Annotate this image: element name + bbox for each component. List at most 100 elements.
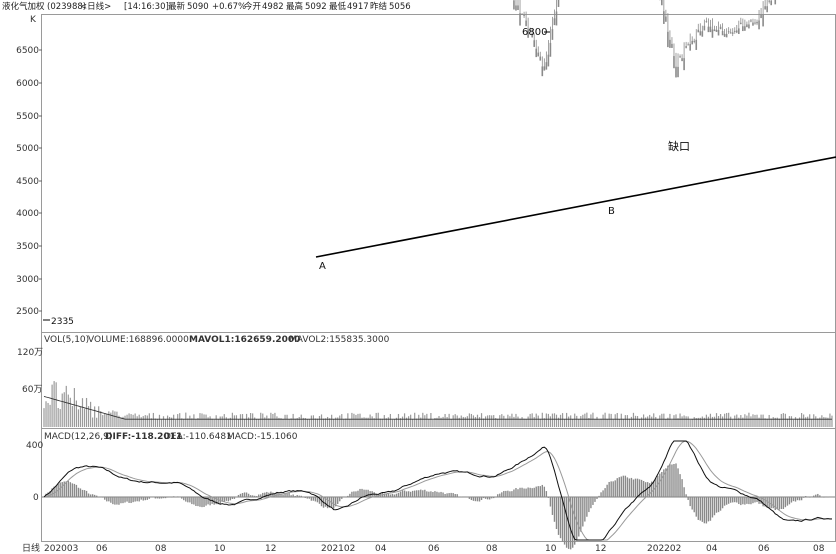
high-value-mark: 6800: [522, 27, 547, 38]
candle-body: [770, 0, 773, 6]
candle-body: [707, 26, 710, 33]
candle-body: [729, 32, 732, 34]
candle-body: [661, 0, 663, 6]
open-value: 4982: [262, 2, 284, 12]
support-trend-line: [315, 156, 836, 258]
vol-tick-120: 120万: [17, 348, 43, 358]
candle-body: [754, 22, 756, 24]
candle-body: [742, 26, 744, 32]
candle-body: [760, 14, 762, 19]
price-tick: 3000: [16, 275, 39, 285]
price-tick: 3500: [16, 242, 39, 252]
volume-bars: [43, 381, 833, 427]
macd-dea-line: [43, 440, 832, 541]
candle-body: [713, 29, 716, 32]
quote-time: [14:16:30]: [124, 2, 169, 12]
candle-body: [527, 29, 529, 38]
candle-body: [756, 21, 758, 24]
panel-frames: [41, 14, 836, 542]
period-axis-label: 日线: [22, 542, 40, 554]
candle-body: [750, 20, 752, 22]
candle-body: [762, 14, 764, 27]
candle-body: [746, 24, 748, 28]
vol-value: VOLUME:168896.0000: [88, 335, 189, 345]
change-value: +0.67%: [212, 2, 247, 12]
candle-body: [673, 56, 675, 69]
price-tick: 5000: [16, 144, 39, 154]
candle-body: [695, 39, 698, 50]
candle-body: [667, 31, 669, 48]
candle-body: [665, 16, 667, 22]
period-label[interactable]: <日线>: [80, 2, 112, 12]
x-tick-label: 10: [214, 544, 226, 554]
candle-body: [774, 0, 777, 5]
candle-body: [519, 13, 521, 26]
x-tick-label: 08: [813, 544, 825, 554]
candle-body: [663, 11, 665, 24]
candle-body: [533, 40, 536, 47]
x-tick-label: 12: [595, 544, 606, 554]
x-axis-ticks: 202003 06 08 10 12 202102 04 06 08 10 12 202202 04 06…: [44, 544, 825, 554]
mavol-line: [43, 395, 832, 420]
candle-body: [727, 31, 730, 33]
candle-body: [691, 40, 694, 45]
macd-diff-line: [43, 440, 832, 541]
vol-tick-60: 60万: [22, 385, 42, 395]
candle-body: [523, 14, 525, 16]
macd-hist-value: MACD:-15.1060: [227, 432, 298, 442]
vol-title: VOL(5,10): [44, 335, 89, 345]
price-panel[interactable]: [41, 14, 836, 333]
candle-body: [715, 29, 718, 32]
price-tick: 2500: [16, 307, 39, 317]
low-value: 4917: [347, 2, 369, 12]
x-tick-label: 04: [375, 544, 387, 554]
candle-body: [677, 66, 679, 78]
price-panel-label: K: [30, 15, 37, 25]
macd-histogram: [45, 463, 833, 550]
macd-tick-0: 0: [33, 493, 39, 503]
candle-body: [731, 32, 734, 34]
candle-body: [669, 39, 671, 48]
candle-body: [723, 33, 726, 37]
candle-body: [697, 29, 700, 33]
candle-body: [521, 13, 523, 15]
macd-tick-400: 400: [26, 441, 43, 451]
latest-value: 5090: [187, 2, 209, 12]
candle-body: [725, 33, 728, 38]
x-tick-label: 06: [428, 544, 440, 554]
candle-body: [733, 30, 736, 32]
price-tick: 5500: [16, 112, 39, 122]
candle-body: [529, 29, 531, 31]
candle-body: [705, 21, 708, 23]
candle-body: [525, 20, 527, 27]
stock-name: 液化气加权: [2, 2, 45, 12]
candle-body: [515, 5, 517, 11]
candle-body: [547, 54, 550, 67]
candle-body: [758, 20, 760, 30]
candle-body: [687, 44, 689, 46]
candle-body: [535, 48, 538, 58]
price-y-axis: 6500 6000 5500 5000 4500 4000 3500 3000 2500: [16, 46, 42, 317]
open-label: 今开: [244, 2, 262, 12]
candle-body: [549, 42, 552, 57]
candle-body: [735, 30, 738, 33]
latest-label: 最新: [168, 2, 186, 12]
candle-body: [543, 66, 546, 71]
candle-body: [685, 46, 687, 48]
stock-code: (023988): [47, 2, 87, 12]
x-tick-label: 08: [155, 544, 167, 554]
price-tick: 4500: [16, 177, 39, 187]
price-tick: 6000: [16, 79, 39, 89]
candle-body: [748, 24, 750, 29]
candle-body: [681, 58, 683, 62]
candle-body: [699, 31, 702, 36]
prev-close-value: 5056: [389, 2, 411, 12]
candle-body: [709, 26, 712, 33]
x-tick-label: 06: [758, 544, 770, 554]
candle-body: [744, 26, 746, 31]
candle-body: [551, 29, 554, 40]
price-candles: [513, 0, 777, 78]
x-tick-label: 04: [706, 544, 718, 554]
candle-body: [553, 18, 556, 26]
